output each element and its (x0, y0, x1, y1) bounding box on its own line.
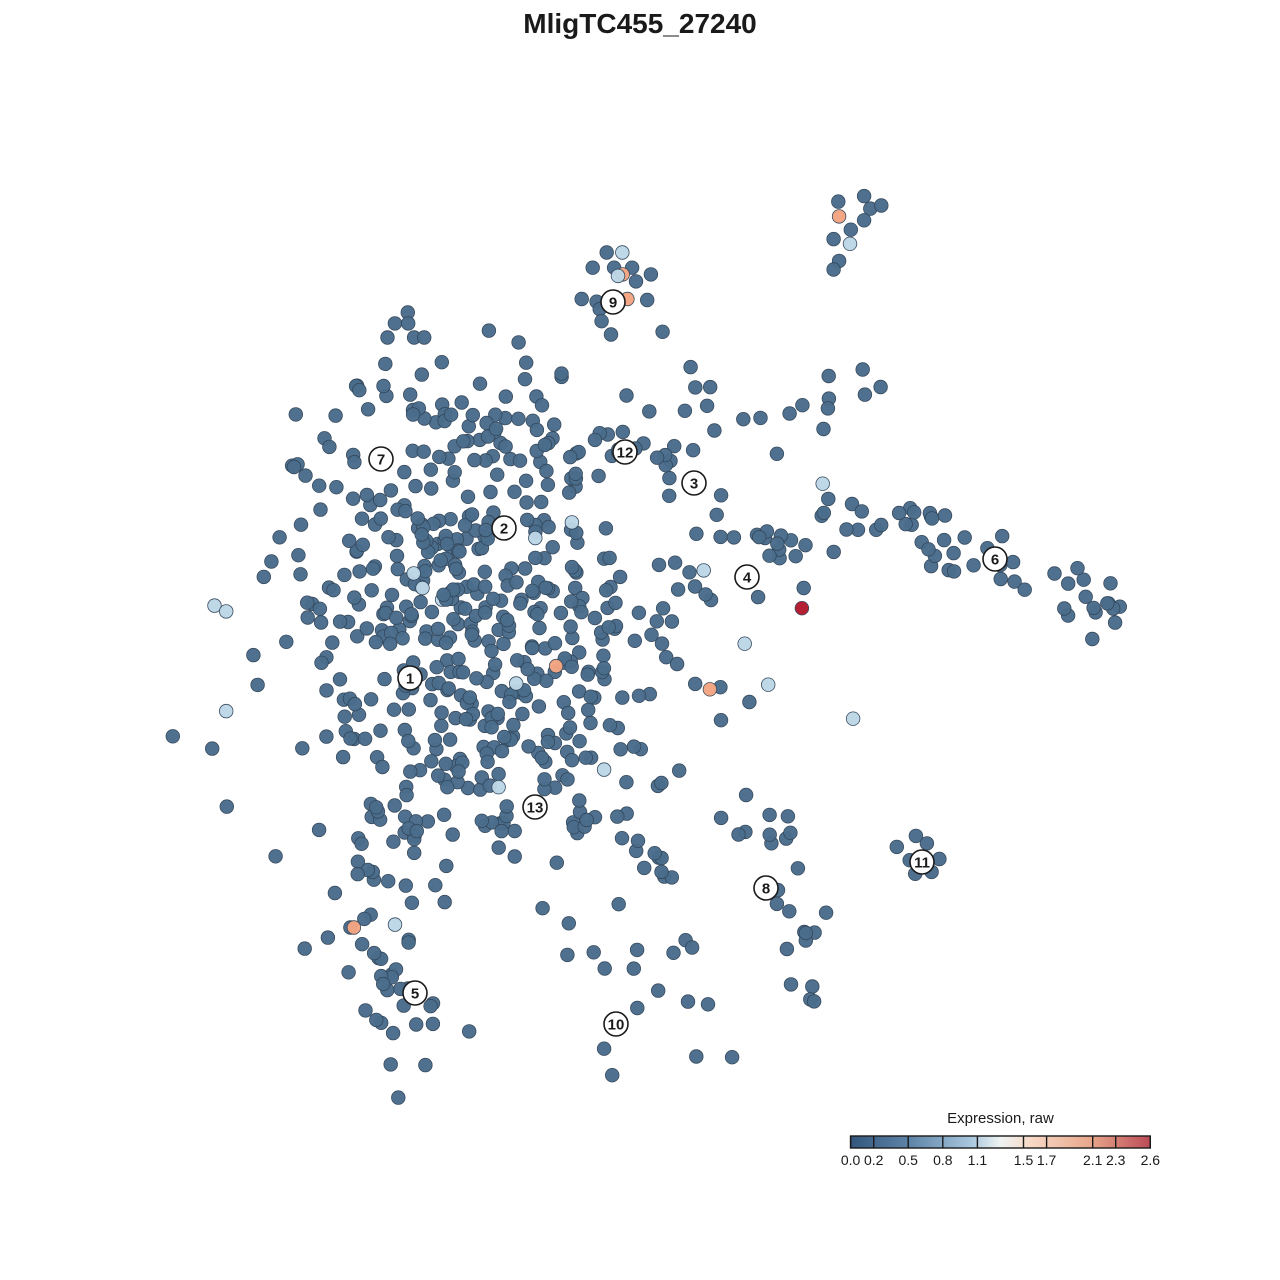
svg-text:6: 6 (991, 552, 999, 569)
svg-text:12: 12 (617, 445, 634, 462)
svg-text:13: 13 (527, 800, 544, 817)
svg-text:2: 2 (500, 521, 508, 538)
svg-text:4: 4 (743, 570, 752, 587)
svg-text:2.6: 2.6 (1141, 1152, 1161, 1168)
svg-text:2.1: 2.1 (1083, 1152, 1103, 1168)
svg-text:0.5: 0.5 (898, 1152, 918, 1168)
svg-text:10: 10 (608, 1017, 625, 1034)
svg-text:5: 5 (411, 986, 419, 1003)
svg-text:0.0: 0.0 (841, 1152, 861, 1168)
svg-text:11: 11 (914, 855, 930, 872)
svg-text:1.1: 1.1 (968, 1152, 988, 1168)
svg-text:8: 8 (762, 881, 770, 898)
svg-text:1.7: 1.7 (1037, 1152, 1057, 1168)
svg-text:0.2: 0.2 (864, 1152, 884, 1168)
svg-text:9: 9 (609, 295, 617, 312)
svg-text:7: 7 (377, 452, 385, 469)
svg-text:2.3: 2.3 (1106, 1152, 1126, 1168)
svg-text:0.8: 0.8 (933, 1152, 953, 1168)
svg-text:1.5: 1.5 (1014, 1152, 1034, 1168)
svg-text:1: 1 (406, 671, 414, 688)
svg-text:Expression, raw: Expression, raw (947, 1110, 1054, 1127)
svg-text:3: 3 (690, 476, 698, 493)
